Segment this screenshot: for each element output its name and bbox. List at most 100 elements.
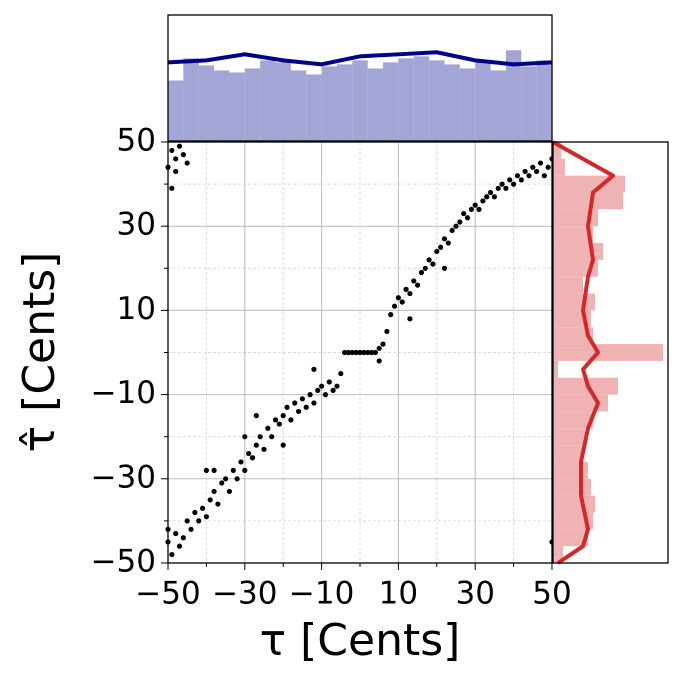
point [453, 223, 459, 229]
point [242, 467, 248, 473]
hist-bar [553, 226, 593, 244]
point [376, 358, 382, 364]
hist-bar [475, 62, 491, 141]
hist-bar [553, 259, 598, 277]
point [284, 404, 290, 410]
hist-bar [553, 360, 558, 378]
x-tick-label: −10 [289, 576, 354, 612]
point [311, 400, 317, 406]
point [334, 383, 340, 389]
hist-bar [505, 50, 522, 141]
point [491, 194, 497, 200]
point [441, 265, 448, 271]
hist-bar [521, 66, 537, 141]
point [534, 168, 540, 175]
hist-bar [553, 293, 595, 311]
point [395, 295, 401, 301]
hist-bar [290, 70, 307, 141]
hist-bar [413, 56, 430, 141]
point [514, 173, 521, 179]
point [472, 202, 478, 208]
point [372, 349, 378, 356]
point [391, 303, 398, 309]
point [499, 181, 505, 187]
point [196, 518, 202, 524]
hist-bar [553, 192, 623, 210]
hist-bar [490, 70, 506, 141]
top-frame [167, 14, 553, 142]
point [292, 400, 298, 406]
point [219, 480, 225, 486]
hist-bar [553, 158, 565, 176]
point [530, 164, 536, 170]
point [537, 160, 544, 166]
point [503, 185, 509, 191]
point [288, 417, 294, 423]
point [211, 467, 217, 473]
point [518, 177, 524, 183]
point [411, 278, 417, 284]
hist-bar [553, 142, 561, 159]
y-tick-label: −50 [91, 544, 156, 580]
point [184, 518, 190, 524]
hist-bar [553, 512, 593, 530]
point [242, 434, 248, 440]
hist-bar [553, 276, 583, 294]
hist-bar [553, 495, 595, 513]
hist-bar [183, 58, 199, 141]
hist-bar [553, 529, 588, 547]
point [180, 535, 186, 541]
hist-bar [553, 411, 593, 429]
point [176, 143, 183, 149]
hist-bar [444, 64, 460, 141]
hist-bar [553, 377, 618, 395]
point [173, 168, 179, 175]
point [541, 173, 547, 179]
hist-bar [553, 445, 583, 462]
x-tick-label: 10 [379, 576, 418, 612]
point [280, 413, 286, 419]
hist-bar [275, 62, 291, 141]
point [434, 248, 440, 255]
point [280, 442, 286, 448]
hist-bar [367, 68, 384, 141]
y-tick-label: −30 [91, 459, 156, 495]
hist-bar [398, 58, 414, 141]
point [445, 240, 451, 246]
point [169, 147, 175, 154]
y-tick-label: 10 [117, 291, 156, 327]
point [338, 370, 344, 377]
point [326, 379, 332, 385]
point [192, 509, 198, 516]
point [380, 341, 386, 347]
point [353, 349, 359, 356]
hist-bar [553, 546, 563, 563]
kde-line [167, 50, 553, 67]
point [468, 206, 474, 212]
hist-bar [553, 243, 603, 260]
hist-bar [260, 60, 276, 141]
point [319, 383, 325, 389]
hist-bar [229, 72, 245, 141]
right-frame [552, 141, 669, 564]
x-tick-label: 50 [532, 576, 571, 612]
point [461, 210, 467, 217]
point [399, 299, 405, 305]
point [265, 425, 271, 431]
hist-bar [198, 65, 215, 141]
point [311, 366, 317, 372]
point [522, 168, 528, 175]
point [261, 446, 267, 452]
hist-bar [336, 64, 353, 141]
point [299, 396, 305, 402]
point [495, 185, 501, 191]
hist-bar [553, 428, 585, 446]
hist-bar [244, 68, 261, 141]
point [415, 282, 421, 288]
hist-bar [214, 70, 230, 141]
hist-bar [553, 310, 591, 328]
point [269, 434, 275, 440]
hist-bar [429, 60, 445, 141]
point [272, 417, 279, 423]
